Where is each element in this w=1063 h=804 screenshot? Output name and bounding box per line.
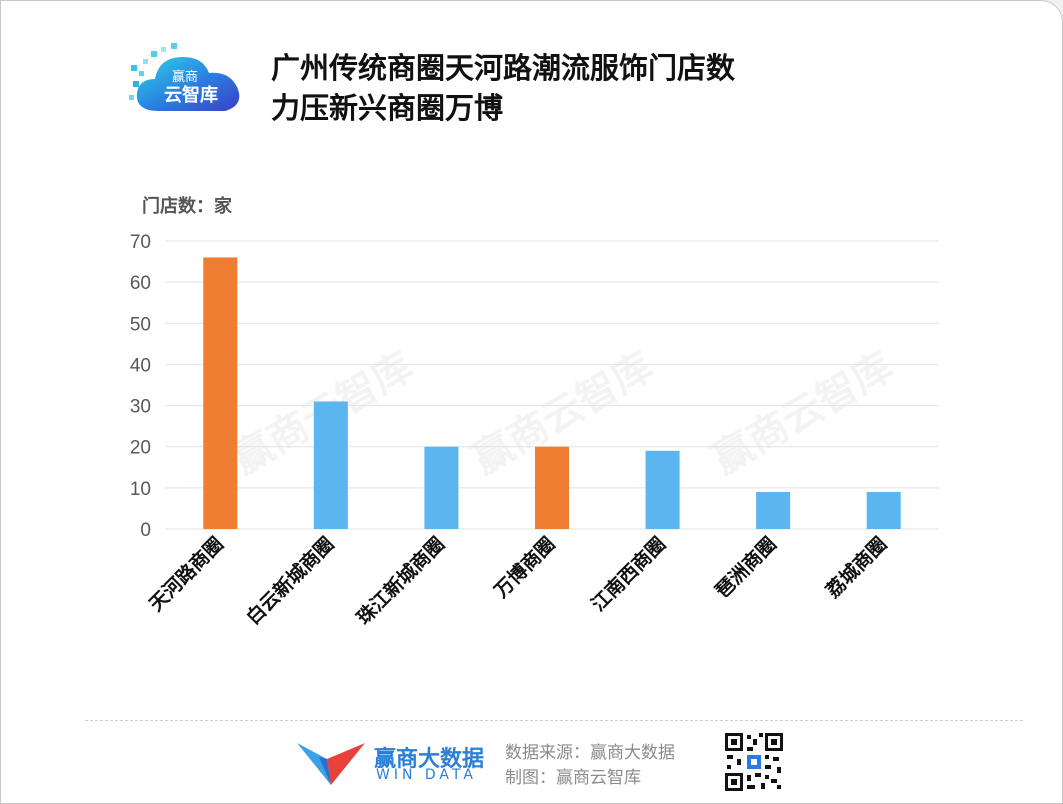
- x-tick-label: 琶洲商圈: [711, 532, 781, 602]
- y-axis-unit-label: 门店数：家: [142, 196, 232, 217]
- logo-text-top: 赢商: [172, 69, 198, 84]
- x-tick-label: 天河路商圈: [144, 532, 227, 615]
- yingshang-cloud-logo: 赢商 云智库: [129, 43, 240, 111]
- chart-title-line-1: 广州传统商圈天河路潮流服饰门店数: [271, 51, 736, 85]
- data-source-line: 数据来源：赢商大数据: [505, 743, 675, 763]
- chart-credit-line: 制图：赢商云智库: [505, 768, 641, 788]
- bar: [756, 491, 791, 529]
- qr-code-icon: [723, 731, 785, 793]
- bar: [203, 257, 238, 529]
- bar: [866, 491, 901, 529]
- y-tick-label: 50: [130, 314, 151, 335]
- y-tick-label: 30: [130, 397, 151, 418]
- y-tick-label: 70: [130, 232, 151, 253]
- bar: [645, 450, 680, 529]
- x-tick-label: 荔城商圈: [821, 532, 891, 602]
- y-tick-label: 0: [140, 520, 151, 541]
- windata-logo: [297, 743, 365, 785]
- chart-title: 广州传统商圈天河路潮流服饰门店数 力压新兴商圈万博: [271, 48, 735, 128]
- bar-chart: 0 10 20 30 40 50 60 70 天河路商圈 白云新城商圈 珠江新城商圈 万博商圈 江南西商…: [130, 232, 939, 629]
- y-tick-label: 60: [130, 273, 151, 294]
- x-tick-label: 万博商圈: [489, 532, 560, 603]
- footer-brand-english: WIN DATA: [376, 767, 477, 783]
- bar: [535, 446, 569, 529]
- x-tick-label: 珠江新城商圈: [352, 532, 449, 629]
- footer-brand-name: 赢商大数据: [374, 747, 485, 772]
- bar: [424, 446, 459, 529]
- x-tick-label: 白云新城商圈: [242, 532, 339, 629]
- y-tick-label: 10: [130, 479, 151, 500]
- bar: [313, 401, 348, 529]
- footer-divider: [85, 720, 1023, 721]
- y-tick-label: 40: [130, 355, 151, 376]
- y-tick-label: 20: [130, 438, 151, 459]
- chart-title-line-2: 力压新兴商圈万博: [271, 91, 504, 125]
- logo-text-bottom: 云智库: [164, 84, 218, 105]
- data-source: 数据来源：赢商大数据 制图：赢商云智库: [505, 741, 675, 791]
- x-tick-label: 江南西商圈: [587, 532, 670, 615]
